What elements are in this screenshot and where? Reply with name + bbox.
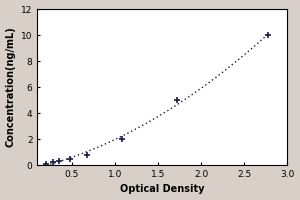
X-axis label: Optical Density: Optical Density: [120, 184, 205, 194]
Y-axis label: Concentration(ng/mL): Concentration(ng/mL): [6, 27, 16, 147]
